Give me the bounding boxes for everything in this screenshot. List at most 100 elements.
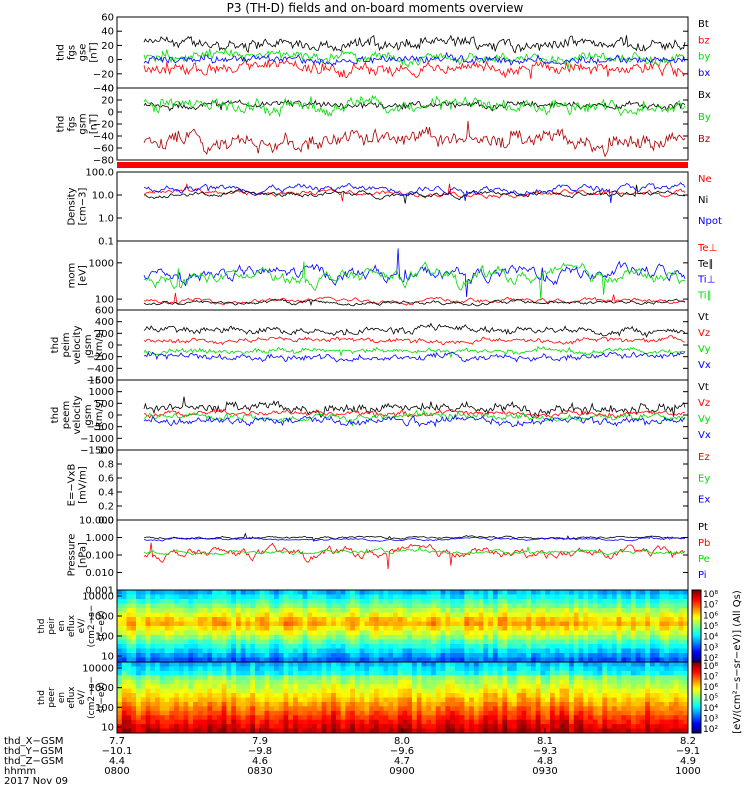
colorbar-cell (692, 649, 701, 652)
spectrogram-cell (136, 706, 142, 712)
spectrogram-cell (645, 599, 651, 604)
spectrogram-cell (564, 684, 570, 690)
spectrogram-cell (526, 666, 532, 672)
spectrogram-cell (478, 724, 484, 729)
spectrogram-cell (540, 728, 546, 734)
spectrogram-cell (150, 639, 156, 645)
spectrogram-cell (597, 715, 603, 721)
spectrogram-cell (340, 679, 346, 685)
spectrogram-cell (373, 608, 380, 613)
spectrogram-cell (169, 670, 175, 676)
colorbar-cell (692, 683, 701, 686)
spectrogram-cell (293, 688, 299, 694)
spectrogram-cell (117, 670, 123, 676)
spectrogram-cell (635, 644, 641, 649)
spectrogram-cell (331, 617, 337, 622)
spectrogram-cell (250, 675, 256, 681)
spectrogram-cell (550, 724, 556, 729)
spectrogram-cell (673, 724, 679, 729)
spectrogram-cell (668, 710, 675, 716)
spectrogram-cell (597, 724, 603, 729)
spectrogram-cell (174, 599, 180, 604)
spectrogram-cell (274, 653, 280, 658)
spectrogram-cell (492, 590, 499, 595)
spectrogram-cell (664, 612, 670, 618)
spectrogram-cell (464, 688, 470, 694)
spectrogram-cell (164, 608, 170, 613)
spectrogram-cell (369, 666, 375, 672)
spectrogram-cell (502, 639, 508, 645)
spectrogram-cell (597, 603, 603, 609)
spectrogram-cell (521, 724, 527, 729)
spectrogram-cell (678, 715, 684, 721)
spectrogram-cell (174, 706, 180, 712)
spectrogram-cell (435, 719, 441, 725)
spectrogram-cell (516, 657, 522, 663)
spectrogram-cell (259, 728, 265, 734)
spectrogram-cell (426, 635, 432, 640)
spectrogram-cell (221, 719, 227, 725)
spectrogram-cell (535, 603, 541, 609)
spectrogram-cell (136, 715, 142, 721)
spectrogram-cell (397, 635, 403, 640)
colorbar-tick-label: 10⁵ (703, 694, 718, 704)
spectrogram-cell (126, 719, 132, 725)
spectrogram-cell (431, 679, 437, 685)
spectrogram-cell (497, 728, 503, 734)
spectrogram-cell (392, 635, 399, 640)
spectrogram-cell (473, 693, 480, 698)
spectrogram-cell (350, 666, 356, 672)
spectrogram-cell (197, 644, 204, 649)
spectrogram-cell (673, 612, 679, 618)
spectrogram-cell (140, 701, 146, 707)
spectrogram-cell (245, 666, 251, 672)
spectrogram-cell (121, 626, 127, 631)
spectrogram-cell (659, 617, 665, 622)
spectrogram-cell (293, 657, 299, 663)
colorbar-cell (692, 708, 701, 711)
spectrogram-cell (483, 728, 489, 734)
spectrogram-cell (635, 608, 641, 613)
spectrogram-cell (440, 644, 446, 649)
spectrogram-cell (397, 666, 403, 672)
spectrogram-cell (573, 715, 579, 721)
spectrogram-cell (597, 684, 603, 690)
spectrogram-cell (507, 599, 513, 604)
spectrogram-cell (226, 617, 232, 622)
spectrogram-cell (540, 666, 546, 672)
spectrogram-cell (454, 670, 460, 676)
spectrogram-cell (159, 612, 165, 618)
spectrogram-cell (245, 719, 251, 725)
spectrogram-cell (369, 612, 375, 618)
spectrogram-cell (293, 715, 299, 721)
spectrogram-cell (502, 706, 508, 712)
spectrogram-cell (507, 635, 513, 640)
spectrogram-cell (212, 630, 218, 636)
spectrogram-cell (640, 675, 646, 681)
spectrogram-cell (216, 657, 223, 663)
spectrogram-cell (602, 648, 608, 654)
spectrogram-cell (140, 635, 146, 640)
spectrogram-cell (216, 679, 223, 685)
spectrogram-cell (683, 679, 689, 685)
spectrogram-cell (431, 608, 437, 613)
spectrogram-cell (464, 670, 470, 676)
spectrogram-cell (221, 612, 227, 618)
spectrogram-cell (226, 724, 232, 729)
spectrogram-cell (621, 679, 627, 685)
spectrogram-cell (359, 603, 365, 609)
spectrogram-cell (140, 719, 146, 725)
spectrogram-cell (412, 706, 418, 712)
spectrogram-cell (354, 688, 361, 694)
spectrogram-cell (392, 648, 399, 654)
spectrogram-cell (302, 644, 308, 649)
spectrogram-cell (364, 648, 370, 654)
spectrogram-cell (545, 706, 551, 712)
spectrogram-cell (269, 719, 275, 725)
spectrogram-cell (583, 653, 589, 658)
spectrogram-cell (264, 715, 270, 721)
spectrogram-cell (592, 608, 598, 613)
spectrogram-cell (250, 617, 256, 622)
spectrogram-cell (397, 617, 403, 622)
spectrogram-cell (235, 653, 242, 658)
